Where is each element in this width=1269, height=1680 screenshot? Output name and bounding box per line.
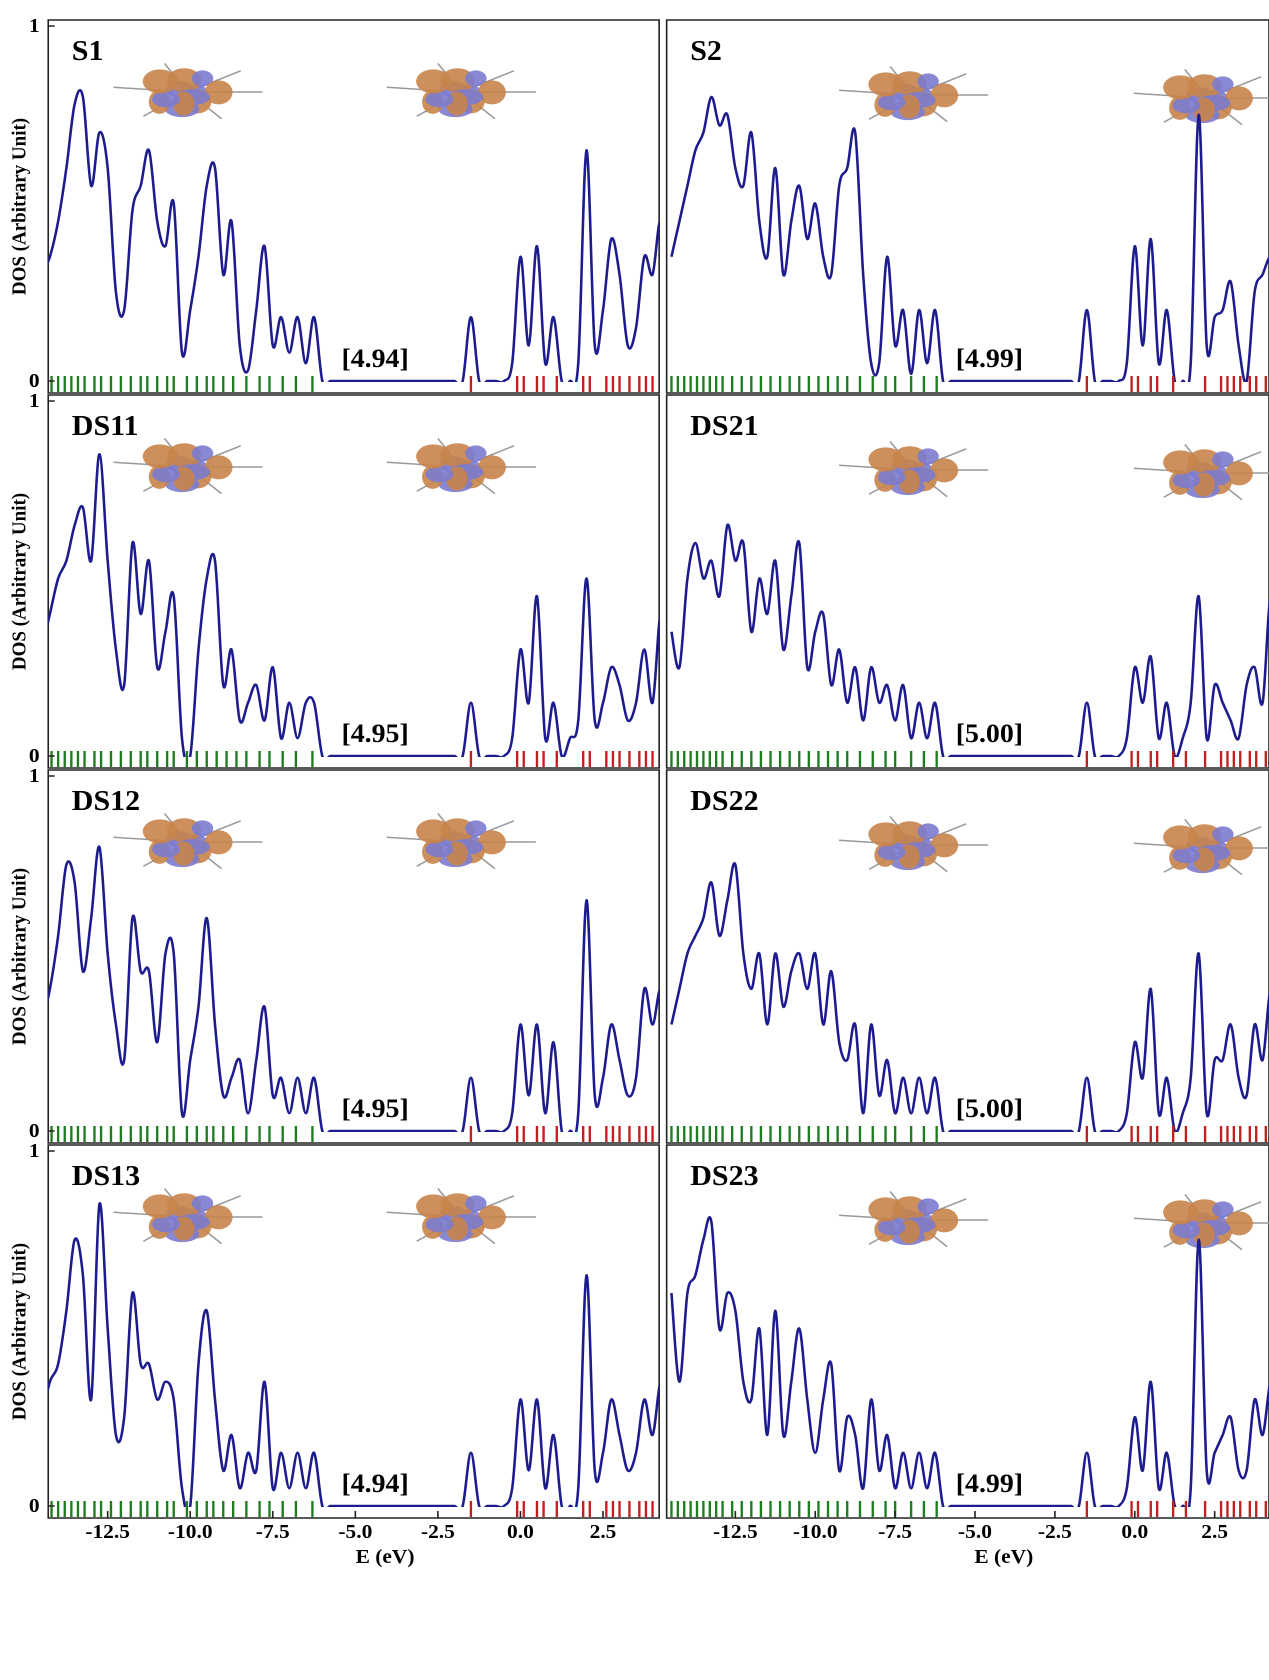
x-tick-label: 2.5 <box>590 1522 617 1543</box>
panel: DS13 [4.94] 0 1 DOS (Arbitrary Unit) -12.5 -10… <box>8 1141 669 1568</box>
gap-label: [4.94] <box>341 1469 408 1498</box>
y-tick-label: 0 <box>29 371 40 392</box>
x-tick-label: -12.5 <box>713 1522 758 1543</box>
gap-label: [4.94] <box>341 344 408 373</box>
gap-label: [4.99] <box>956 1469 1023 1498</box>
y-axis-label: DOS (Arbitrary Unit) <box>8 493 31 670</box>
gap-label: [4.95] <box>341 719 408 748</box>
x-tick-label: -5.0 <box>338 1522 372 1543</box>
panel: DS23 [4.99] -12.5 -10.0 -7.5 -5.0 -2.5 0.0 2.5 E … <box>667 1145 1269 1568</box>
gap-label: [4.99] <box>956 344 1023 373</box>
panel-title: DS13 <box>72 1161 140 1192</box>
x-tick-label: -10.0 <box>168 1522 213 1543</box>
y-axis-label: DOS (Arbitrary Unit) <box>8 1243 31 1420</box>
x-tick-label: 0.0 <box>507 1522 534 1543</box>
gap-label: [5.00] <box>956 1094 1023 1123</box>
y-tick-label: 0 <box>29 746 40 767</box>
panel: DS21 [5.00] <box>667 395 1269 768</box>
panel-title: DS23 <box>690 1161 758 1192</box>
panel-frame <box>48 1145 659 1518</box>
x-axis-label: E (eV) <box>974 1547 1033 1568</box>
panel-title: S2 <box>690 36 722 67</box>
x-tick-label: -2.5 <box>1038 1522 1072 1543</box>
panel-title: DS22 <box>690 786 758 817</box>
panel-title: S1 <box>72 36 104 67</box>
y-tick-label: 1 <box>29 16 40 37</box>
panel-title: DS21 <box>690 411 758 442</box>
panel: DS12 [4.95] 0 1 DOS (Arbitrary Unit) <box>8 766 669 1143</box>
panel: S1 [4.94] 0 1 DOS (Arbitrary Unit) <box>8 16 669 393</box>
panel: DS11 [4.95] 0 1 DOS (Arbitrary Unit) <box>8 391 669 768</box>
x-tick-label: 0.0 <box>1121 1522 1148 1543</box>
x-tick-label: 2.5 <box>1201 1522 1228 1543</box>
x-tick-label: -7.5 <box>878 1522 912 1543</box>
y-axis-label: DOS (Arbitrary Unit) <box>8 868 31 1045</box>
gap-label: [4.95] <box>341 1094 408 1123</box>
y-tick-label: 1 <box>29 1141 40 1162</box>
x-tick-label: -10.0 <box>793 1522 838 1543</box>
panel-title: DS12 <box>72 786 140 817</box>
page: S1[4.94]01DOS (Arbitrary Unit)S2[4.99]DS… <box>0 0 1269 1680</box>
y-tick-label: 0 <box>29 1121 40 1142</box>
x-tick-label: -12.5 <box>85 1522 130 1543</box>
x-tick-label: -5.0 <box>958 1522 992 1543</box>
figure: S1[4.94]01DOS (Arbitrary Unit)S2[4.99]DS… <box>0 0 1269 1680</box>
panel-title: DS11 <box>72 411 139 442</box>
y-axis-label: DOS (Arbitrary Unit) <box>8 118 31 295</box>
x-axis-label: E (eV) <box>356 1547 415 1568</box>
x-tick-label: -2.5 <box>421 1522 455 1543</box>
x-tick-label: -7.5 <box>256 1522 290 1543</box>
panel-frame <box>48 395 659 768</box>
panel: S2 [4.99] <box>667 20 1269 393</box>
gap-label: [5.00] <box>956 719 1023 748</box>
panel-frame <box>48 20 659 393</box>
y-tick-label: 0 <box>29 1496 40 1517</box>
panel: DS22 [5.00] <box>667 770 1269 1143</box>
y-tick-label: 1 <box>29 766 40 787</box>
y-tick-label: 1 <box>29 391 40 412</box>
